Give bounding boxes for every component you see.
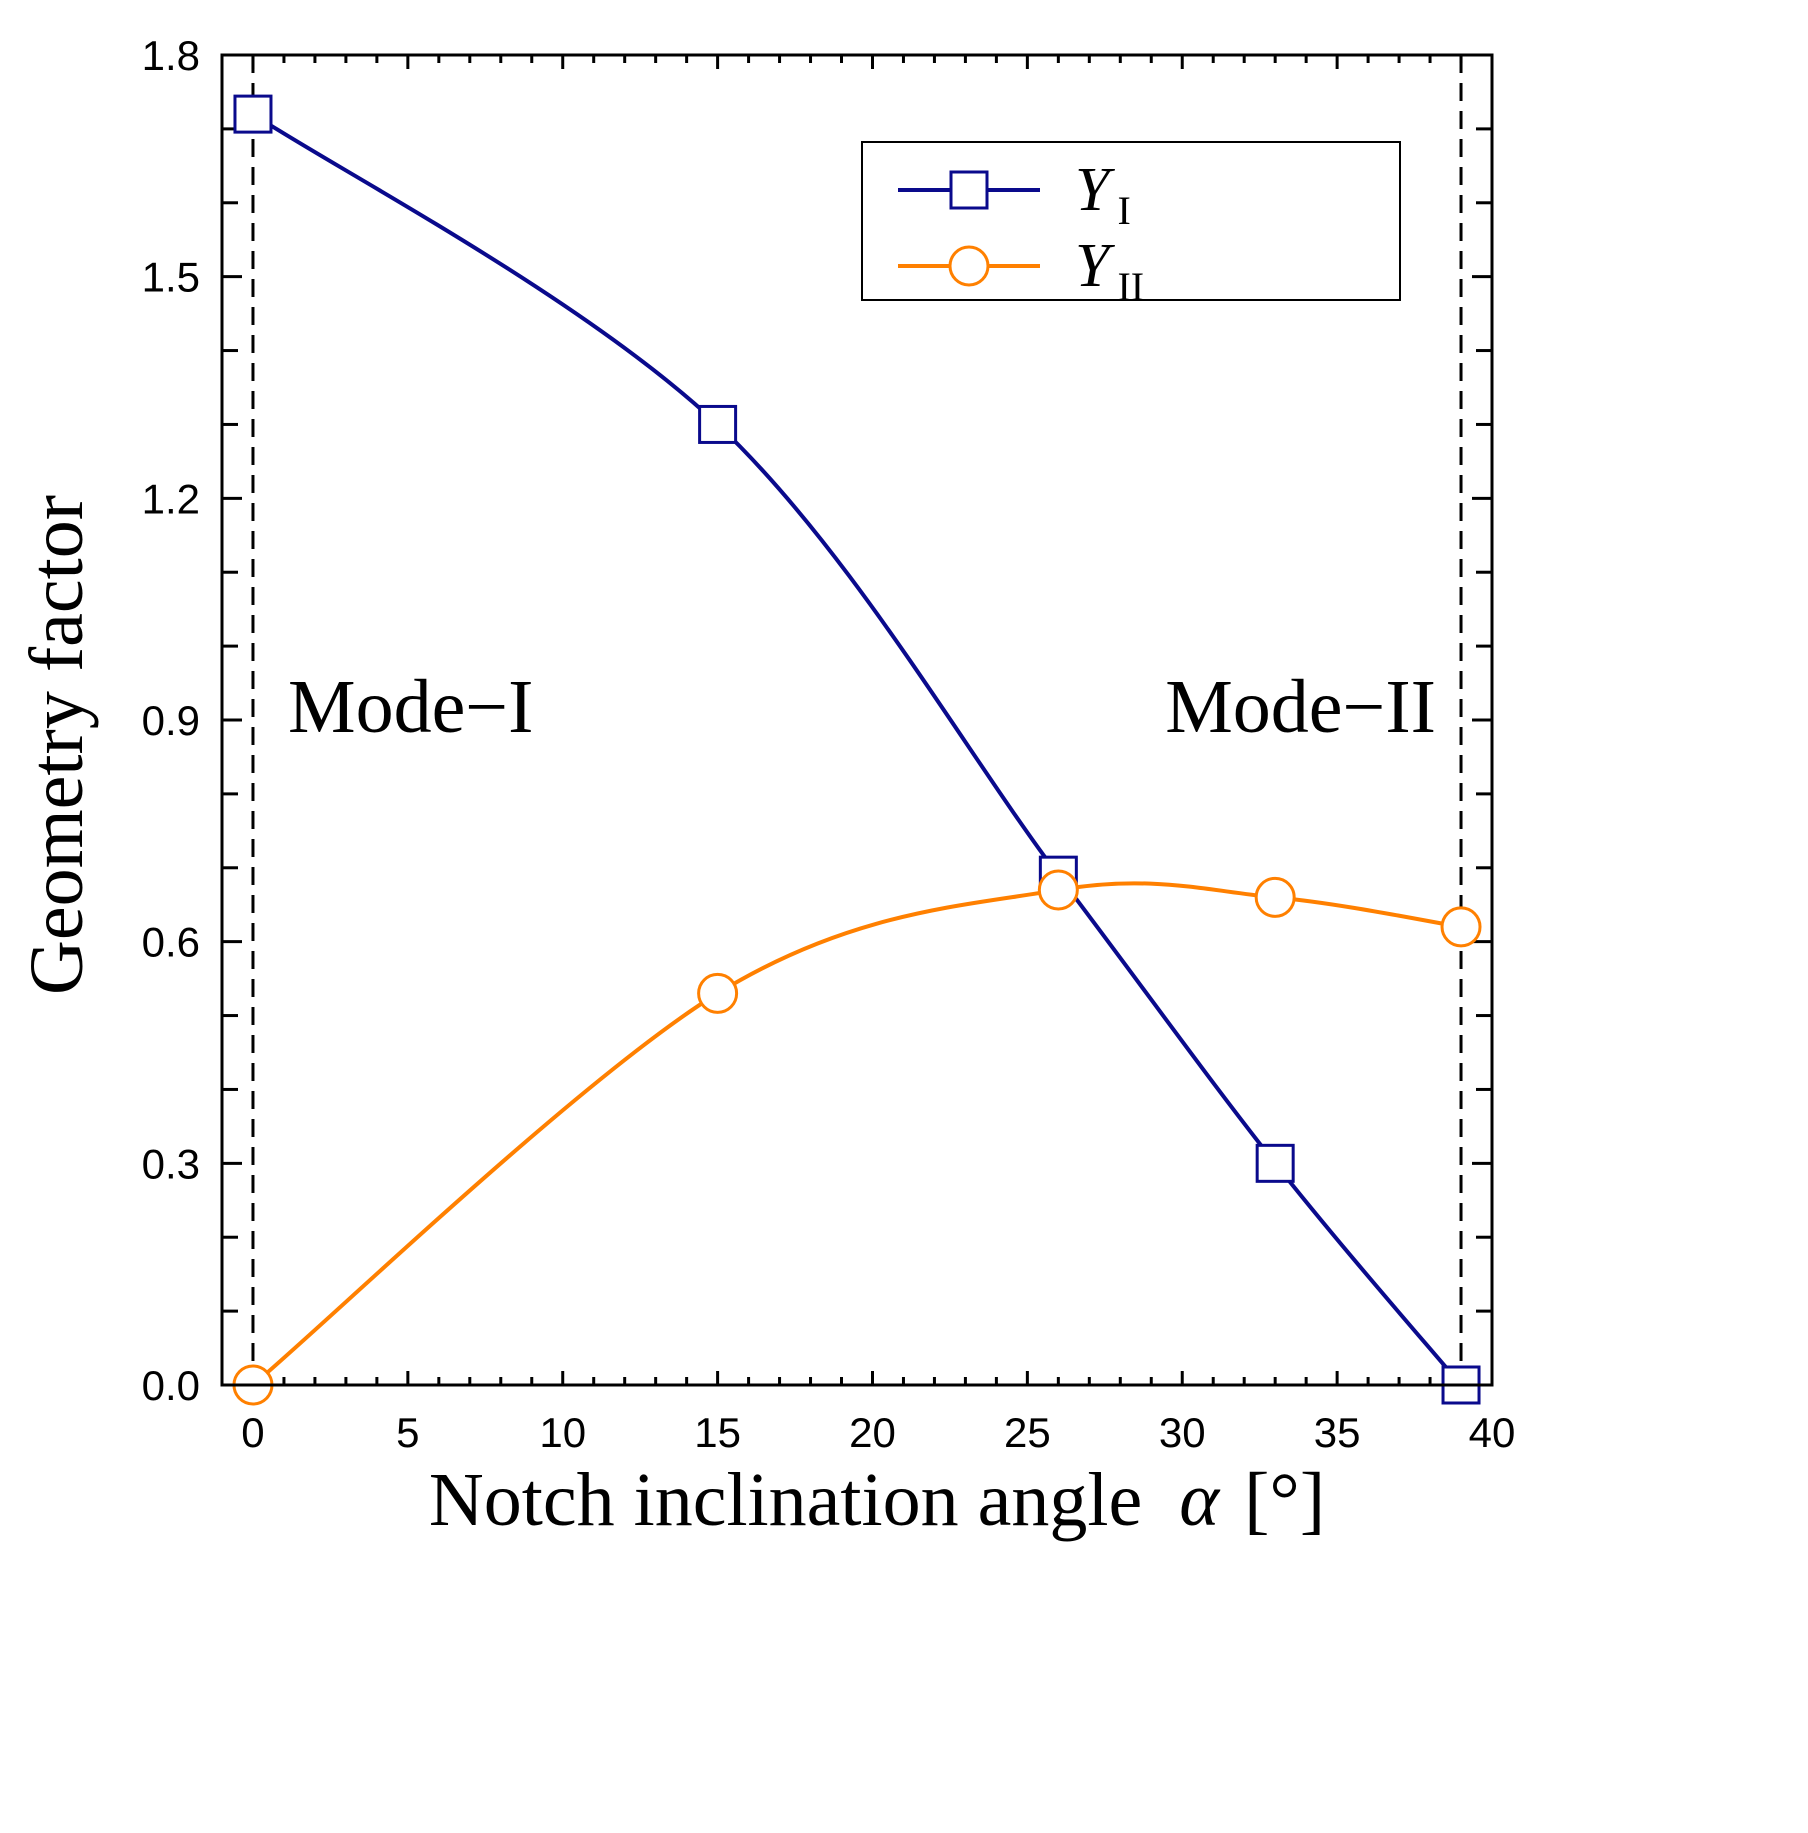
x-tick-label: 0	[241, 1409, 264, 1456]
x-tick-label: 15	[694, 1409, 741, 1456]
x-axis-title-unit: [°]	[1244, 1458, 1325, 1542]
legend: Y IY II	[861, 141, 1401, 309]
x-axis-title-symbol: α	[1179, 1458, 1221, 1542]
legend-label-subscript: I	[1117, 188, 1130, 233]
data-point-square	[1255, 1143, 1295, 1183]
data-point-circle	[697, 972, 739, 1014]
y-tick-label: 1.2	[142, 475, 200, 522]
x-axis-title-text: Notch inclination angle	[429, 1458, 1142, 1542]
legend-entry-ii: Y II	[898, 232, 1144, 309]
x-tick-label: 40	[1469, 1409, 1516, 1456]
data-point-circle	[1440, 906, 1482, 948]
x-tick-label: 30	[1159, 1409, 1206, 1456]
reference-lines	[251, 55, 1463, 1385]
x-tick-label: 20	[849, 1409, 896, 1456]
plot-frame	[220, 53, 1494, 1387]
legend-marker-circle	[948, 245, 990, 287]
x-axis-title: Notch inclination angle α [°]	[429, 1458, 1325, 1542]
y-tick-label: 0.6	[142, 919, 200, 966]
y-tick-label: 0.9	[142, 697, 200, 744]
annotation-mode-ii: Mode−II	[1165, 665, 1436, 749]
data-point-circle	[1037, 869, 1079, 911]
y-tick-label: 1.5	[142, 254, 200, 301]
x-tick-labels: 0 5 10 15 20 25 30 35 40	[241, 1409, 1515, 1456]
series-line	[251, 881, 1462, 1387]
x-tick-label: 10	[539, 1409, 586, 1456]
data-point-square	[233, 94, 273, 134]
legend-marker-square	[949, 170, 989, 210]
y-tick-label: 1.8	[142, 32, 200, 79]
legend-label-subscript: II	[1117, 264, 1144, 309]
x-tick-label: 35	[1314, 1409, 1361, 1456]
y-tick-labels: 0.0 0.3 0.6 0.9 1.2 1.5 1.8	[142, 32, 200, 1409]
series-y-ii	[232, 869, 1482, 1406]
series-line	[251, 112, 1463, 1387]
y-tick-label: 0.0	[142, 1362, 200, 1409]
annotation-mode-i: Mode−I	[288, 665, 533, 749]
legend-label: Y II	[1075, 232, 1144, 309]
x-tick-label: 5	[396, 1409, 419, 1456]
series-layer	[232, 94, 1482, 1406]
y-axis-title: Geometry factor	[15, 495, 99, 995]
y-tick-label: 0.3	[142, 1140, 200, 1187]
data-point-circle	[1254, 876, 1296, 918]
legend-label-symbol: Y	[1075, 156, 1115, 224]
x-tick-label: 25	[1004, 1409, 1051, 1456]
data-point-square	[698, 404, 738, 444]
legend-label-symbol: Y	[1075, 232, 1115, 300]
